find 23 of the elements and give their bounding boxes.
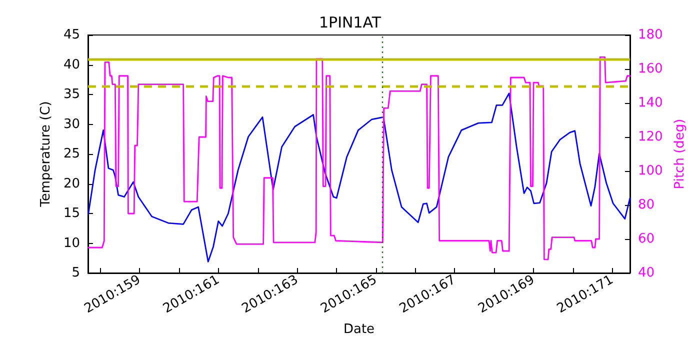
y2-tick-label: 120 bbox=[638, 130, 663, 144]
y-tick-label: 40 bbox=[63, 57, 80, 72]
y-tick-label: 15 bbox=[63, 206, 80, 221]
y-tick-label: 25 bbox=[63, 146, 80, 162]
y-tick-label: 30 bbox=[63, 116, 80, 132]
y-axis-title: Temperature (C) bbox=[38, 101, 54, 208]
y2-tick-label: 140 bbox=[638, 96, 663, 110]
y-tick-label: 20 bbox=[63, 176, 80, 192]
y2-tick-label: 100 bbox=[638, 164, 663, 178]
y2-tick-label: 40 bbox=[638, 266, 655, 280]
y2-tick-label: 160 bbox=[638, 62, 663, 76]
y2-tick-label: 80 bbox=[638, 198, 655, 212]
y-tick-label: 5 bbox=[72, 266, 80, 280]
chart-title: 1PIN1AT bbox=[318, 14, 382, 32]
y2-axis-title: Pitch (deg) bbox=[672, 118, 688, 190]
line-series bbox=[88, 56, 631, 260]
line-series bbox=[88, 92, 631, 262]
y2-tick-label: 180 bbox=[638, 28, 663, 42]
y2-tick-label: 60 bbox=[638, 232, 655, 246]
y-tick-label: 35 bbox=[63, 87, 80, 102]
y-tick-label: 45 bbox=[63, 28, 80, 42]
y-tick-label: 10 bbox=[63, 236, 80, 251]
x-axis-title: Date bbox=[343, 322, 375, 337]
